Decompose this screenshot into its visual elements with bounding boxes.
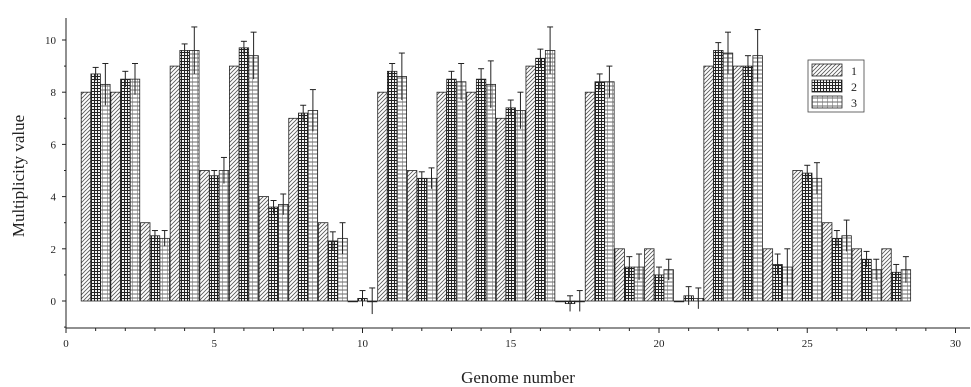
bar-series-2-genome-15 [505,107,516,302]
bar-series-1-genome-19 [614,248,625,302]
bar-series-1-genome-9 [317,222,329,302]
y-tick-label: 6 [51,139,57,151]
y-tick-label: 0 [51,296,57,308]
bar-series-3-genome-25 [811,177,823,302]
bar-series-1-genome-26 [822,222,833,302]
bar-series-3-genome-5 [218,170,230,302]
bar-series-3-genome-2 [129,78,141,302]
y-tick-label: 10 [45,35,57,47]
bar-series-1-genome-14 [466,91,477,302]
bar-series-1-genome-28 [881,248,892,302]
x-tick-label: 15 [505,338,517,350]
bar-series-2-genome-22 [713,50,724,302]
bar-series-3-genome-14 [485,83,496,302]
bar-series-2-genome-1 [90,73,101,302]
bar-series-2-genome-5 [209,175,220,302]
bar-series-2-genome-4 [179,50,190,302]
x-tick-label: 30 [950,338,962,350]
bar-series-3-genome-7 [278,204,289,302]
bar-series-2-genome-11 [386,70,398,302]
bar-series-1-genome-18 [584,91,596,302]
x-tick-label: 25 [802,338,814,350]
bar-series-1-genome-2 [110,91,121,302]
bar-series-1-genome-16 [525,65,536,302]
bar-series-1-genome-10 [347,300,358,303]
bar-series-2-genome-23 [742,65,754,302]
bar-series-2-genome-3 [149,235,161,302]
bar-series-3-genome-15 [515,110,526,302]
bar-series-2-genome-8 [298,112,309,302]
bar-series-3-genome-6 [248,55,259,302]
error-bars-layer [92,26,909,315]
bar-series-1-genome-23 [733,65,744,302]
bar-series-1-genome-3 [140,222,151,302]
bar-series-1-genome-8 [288,117,299,302]
bar-series-2-genome-18 [594,81,605,302]
legend-swatch-1 [811,63,843,77]
bar-series-1-genome-25 [792,170,803,302]
bar-series-2-genome-16 [535,57,546,302]
bar-series-1-genome-22 [703,65,714,302]
bar-series-2-genome-26 [831,237,843,302]
bar-series-3-genome-22 [722,52,734,302]
bar-series-2-genome-7 [268,206,279,302]
legend-swatch-2 [811,79,843,93]
x-tick-label: 10 [357,338,369,350]
bars-layer [80,47,912,305]
bar-series-1-genome-15 [495,117,507,302]
bar-series-1-genome-12 [406,170,418,302]
bar-series-1-genome-1 [80,91,92,302]
bar-series-1-genome-4 [169,65,181,302]
bar-series-1-genome-27 [851,248,862,302]
bar-series-3-genome-8 [307,110,319,302]
bar-series-2-genome-6 [238,47,250,302]
bar-series-3-genome-11 [396,76,408,302]
y-tick-label: 8 [51,87,57,99]
legend-label-2: 2 [851,80,857,94]
bar-series-3-genome-4 [189,50,200,302]
bar-series-2-genome-2 [120,78,131,302]
bar-series-1-genome-11 [377,91,388,302]
y-axis-title: Multiplicity value [9,115,28,237]
bar-series-3-genome-13 [455,81,467,302]
bar-series-1-genome-17 [555,300,566,303]
legend-label-1: 1 [851,64,857,78]
bar-series-1-genome-24 [762,248,774,302]
bar-series-3-genome-1 [100,83,111,302]
bar-series-2-genome-12 [416,177,427,302]
bar-series-1-genome-5 [199,170,210,302]
bar-series-3-genome-3 [159,237,170,302]
bar-series-3-genome-18 [604,81,615,302]
bar-series-1-genome-7 [258,196,270,302]
y-ticks-layer: 0 2 4 6 8 10 [45,35,66,328]
legend-label-3: 3 [851,96,857,110]
bar-series-3-genome-16 [544,50,556,302]
bar-series-3-genome-12 [426,177,437,302]
bar-series-1-genome-13 [436,91,447,302]
x-tick-label: 20 [654,338,666,350]
x-tick-label: 0 [63,338,69,350]
x-tick-label: 5 [212,338,218,350]
bar-series-2-genome-14 [475,78,487,302]
y-tick-label: 4 [51,192,57,204]
bar-series-1-genome-21 [673,300,685,303]
bar-series-3-genome-23 [752,55,763,302]
bar-series-1-genome-20 [644,248,655,302]
legend: 1 2 3 [807,59,865,113]
x-axis-title: Genome number [461,368,575,387]
bar-series-1-genome-6 [229,65,240,302]
y-tick-label: 2 [51,244,57,256]
bar-series-2-genome-13 [446,78,457,302]
x-ticks-layer: 0 5 10 15 20 25 30 [63,328,962,350]
bar-series-2-genome-25 [802,172,813,302]
legend-swatch-3 [811,95,843,109]
